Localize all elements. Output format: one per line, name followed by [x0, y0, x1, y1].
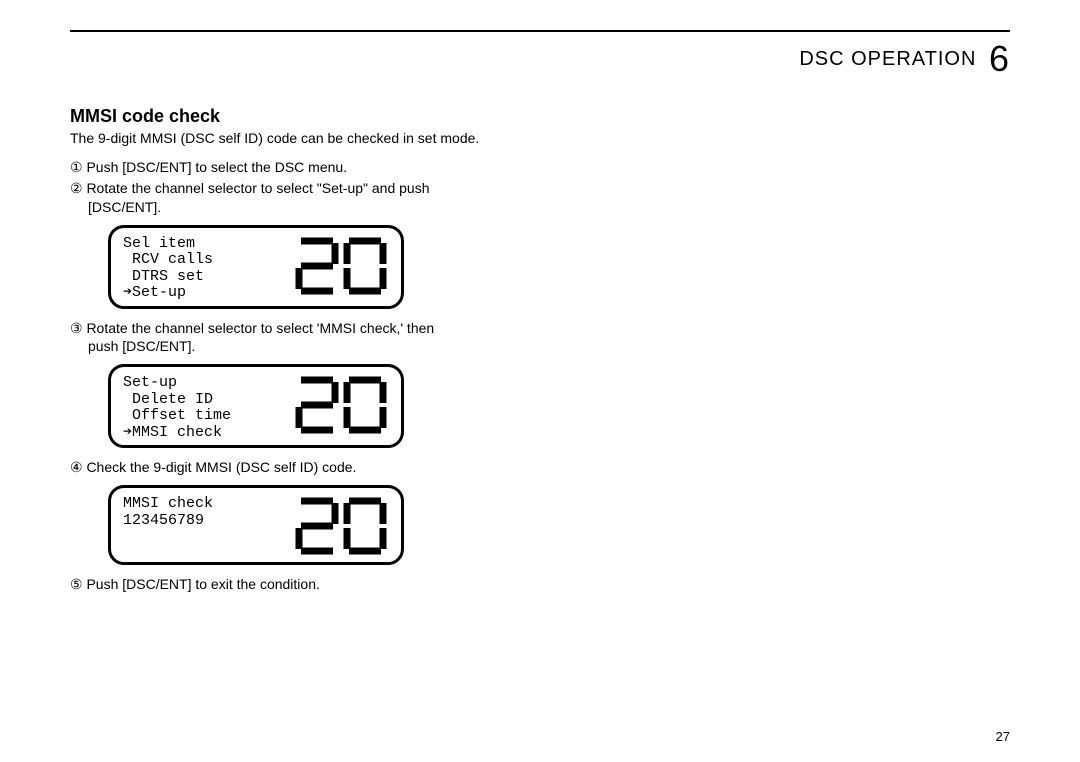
step-2-line2: [DSC/ENT].	[70, 198, 530, 217]
lcd-display-2: Set-up Delete ID Offset time ➔MMSI check	[108, 364, 404, 448]
step-1: ① Push [DSC/ENT] to select the DSC menu.	[70, 158, 530, 177]
lcd-1-text: Sel item RCV calls DTRS set ➔Set-up	[123, 234, 213, 302]
lcd-3-text: MMSI check 123456789	[123, 494, 213, 529]
manual-page: DSC OPERATION 6 MMSI code check The 9-di…	[0, 0, 1080, 762]
seven-segment-20-icon	[291, 494, 391, 558]
chapter-header: DSC OPERATION 6	[70, 38, 1010, 80]
step-3-line1: ③ Rotate the channel selector to select …	[70, 320, 434, 336]
chapter-number: 6	[989, 38, 1010, 80]
section-title: MMSI code check	[70, 106, 530, 127]
lcd-display-1: Sel item RCV calls DTRS set ➔Set-up	[108, 225, 404, 309]
step-2-line1: ② Rotate the channel selector to select …	[70, 180, 429, 196]
step-3: ③ Rotate the channel selector to select …	[70, 319, 530, 357]
seven-segment-20-icon	[291, 234, 391, 298]
page-number: 27	[996, 729, 1010, 744]
chapter-title: DSC OPERATION	[799, 48, 976, 71]
lcd-2-text: Set-up Delete ID Offset time ➔MMSI check	[123, 373, 231, 441]
content-column: MMSI code check The 9-digit MMSI (DSC se…	[70, 106, 530, 594]
header-rule	[70, 30, 1010, 32]
lcd-display-3: MMSI check 123456789	[108, 485, 404, 565]
step-4: ④ Check the 9-digit MMSI (DSC self ID) c…	[70, 458, 530, 477]
step-5: ⑤ Push [DSC/ENT] to exit the condition.	[70, 575, 530, 594]
seven-segment-20-icon	[291, 373, 391, 437]
step-3-line2: push [DSC/ENT].	[70, 337, 530, 356]
step-2: ② Rotate the channel selector to select …	[70, 179, 530, 217]
intro-text: The 9-digit MMSI (DSC self ID) code can …	[70, 129, 530, 148]
